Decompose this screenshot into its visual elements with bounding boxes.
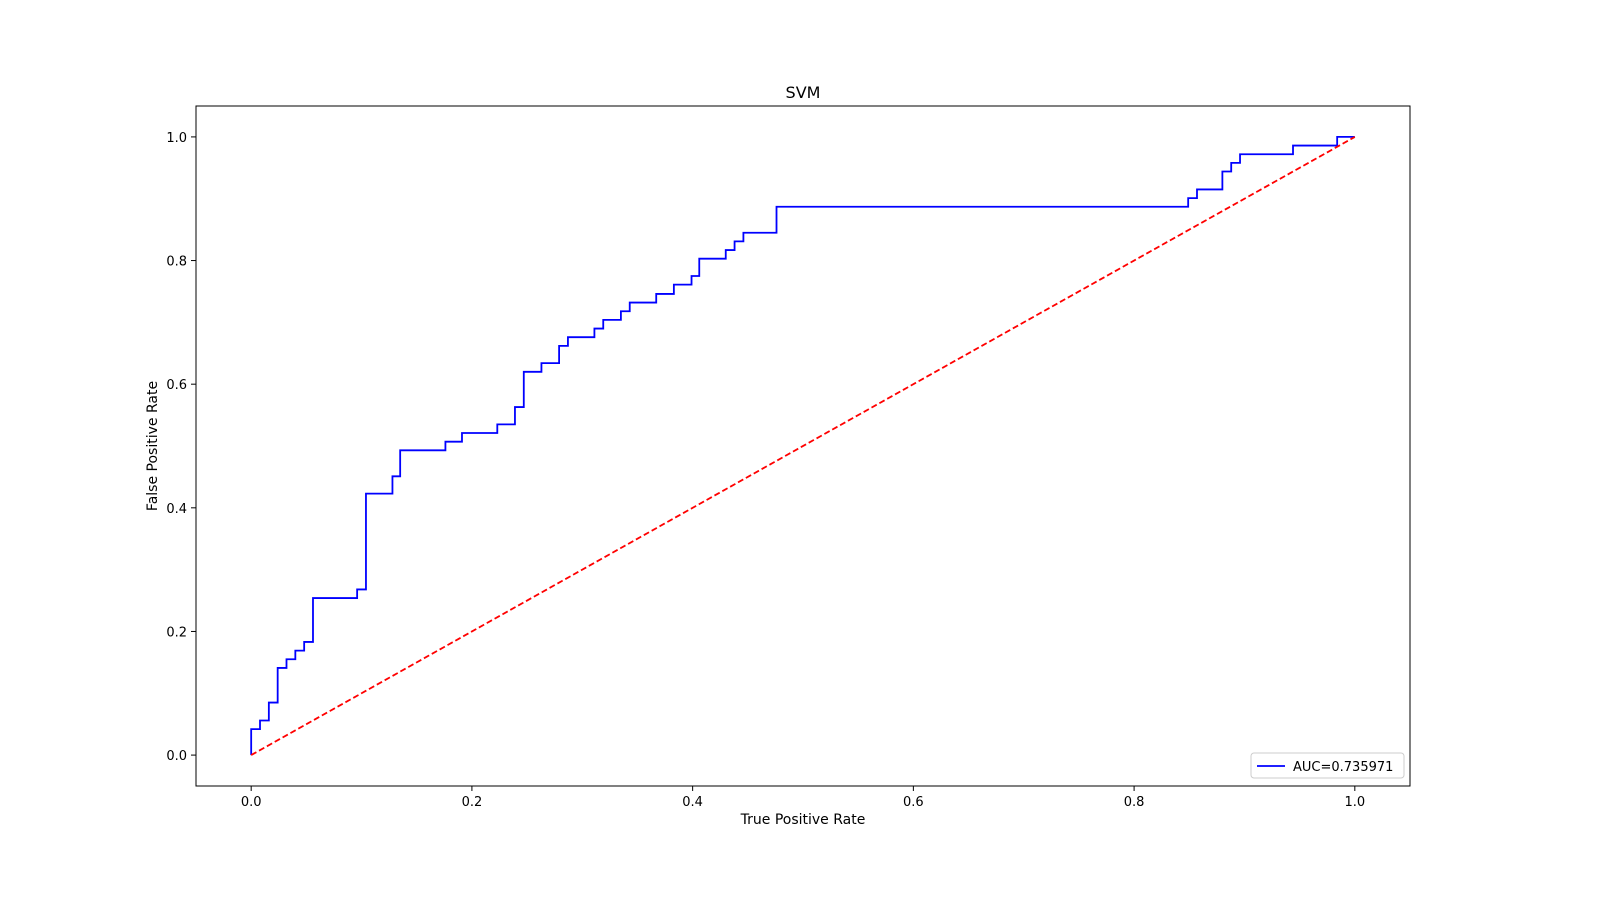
y-tick-label: 0.4 (166, 502, 187, 517)
legend: AUC=0.735971 (1250, 752, 1405, 779)
y-axis-ticks: 0.0 0.2 0.4 0.6 0.8 1.0 (166, 131, 196, 764)
x-tick-label: 0.0 (241, 795, 262, 810)
y-tick-label: 0.2 (166, 625, 187, 640)
y-tick-label: 0.8 (166, 255, 187, 270)
chart-title: SVM (786, 83, 821, 102)
legend-label: AUC=0.735971 (1293, 760, 1393, 775)
x-axis-label: True Positive Rate (740, 812, 866, 828)
plot-area (250, 136, 1356, 756)
y-tick-label: 0.6 (166, 378, 187, 393)
y-tick-label: 1.0 (166, 131, 187, 146)
roc-curve (250, 136, 1355, 756)
x-axis-ticks: 0.0 0.2 0.4 0.6 0.8 1.0 (241, 786, 1365, 810)
plot-frame (195, 105, 1411, 787)
x-tick-label: 0.8 (1124, 795, 1145, 810)
x-tick-label: 0.4 (682, 795, 703, 810)
diagonal-reference-line (250, 136, 1356, 756)
legend-box (1250, 752, 1405, 779)
x-tick-label: 0.2 (462, 795, 483, 810)
x-tick-label: 1.0 (1344, 795, 1365, 810)
y-axis-label: False Positive Rate (145, 381, 161, 511)
y-tick-label: 0.0 (166, 749, 187, 764)
x-tick-label: 0.6 (903, 795, 924, 810)
